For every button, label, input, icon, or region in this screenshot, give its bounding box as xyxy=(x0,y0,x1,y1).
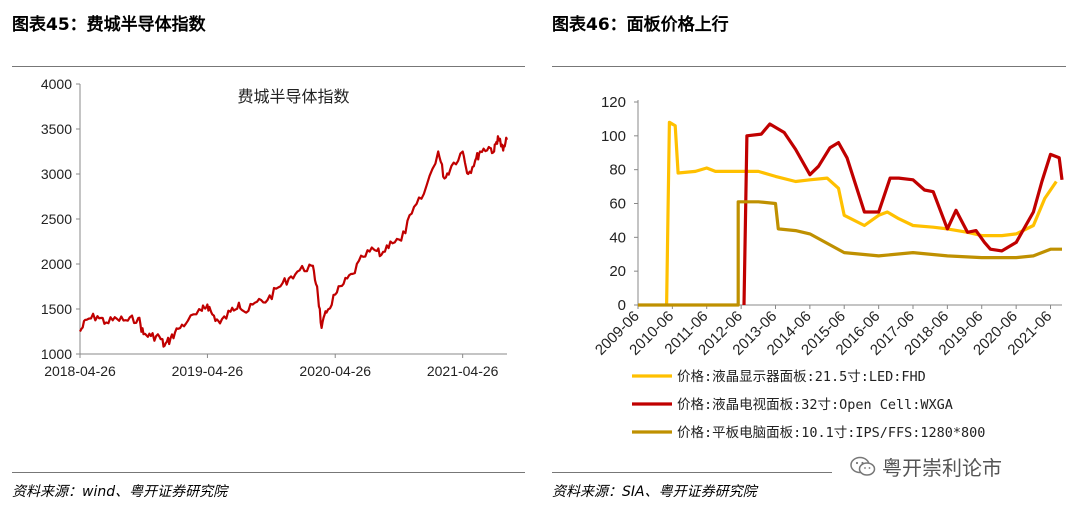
right-bottom-rule xyxy=(552,472,832,473)
right-y-tick-label: 0 xyxy=(618,297,626,314)
left-x-tick-label: 2020-04-26 xyxy=(299,363,371,379)
left-y-tick-label: 2500 xyxy=(41,211,72,227)
legend-label-3: 价格:平板电脑面板:10.1寸:IPS/FFS:1280*800 xyxy=(677,425,985,441)
panel-price-line-1 xyxy=(665,120,1058,306)
legend-label-1: 价格:液晶显示器面板:21.5寸:LED:FHD xyxy=(677,369,926,385)
right-top-rule xyxy=(552,66,1066,67)
left-y-tick-label: 1500 xyxy=(41,301,72,317)
left-chart-title: 费城半导体指数 xyxy=(237,87,349,106)
left-y-tick-label: 2000 xyxy=(41,256,72,272)
left-y-tick-label: 3500 xyxy=(41,121,72,137)
left-x-tick-label: 2018-04-26 xyxy=(44,363,116,379)
left-bottom-rule xyxy=(12,472,525,473)
watermark: 粤开崇利论市 xyxy=(850,452,1002,483)
left-top-rule xyxy=(12,66,525,67)
left-x-tick-label: 2019-04-26 xyxy=(172,363,244,379)
right-y-tick-label: 80 xyxy=(609,162,626,179)
left-y-tick-label: 3000 xyxy=(41,166,72,182)
left-x-tick-label: 2021-04-26 xyxy=(427,363,499,379)
right-y-tick-label: 20 xyxy=(609,263,626,280)
panel-price-line-2 xyxy=(742,122,1064,306)
left-panel-title: 图表45：费城半导体指数 xyxy=(12,15,206,35)
left-y-tick-label: 1000 xyxy=(41,346,72,362)
wechat-icon xyxy=(850,456,876,483)
watermark-text: 粤开崇利论市 xyxy=(882,456,1002,480)
right-panel-title: 图表46：面板价格上行 xyxy=(552,15,729,35)
right-y-tick-label: 40 xyxy=(609,229,626,246)
left-source-note: 资料来源：wind、粤开证券研究院 xyxy=(12,484,228,500)
semiconductor-index-line xyxy=(79,135,509,348)
left-y-tick-label: 4000 xyxy=(41,76,72,92)
right-source-note: 资料来源：SIA、粤开证券研究院 xyxy=(552,484,757,500)
right-y-tick-label: 120 xyxy=(601,94,626,111)
panel-price-line-3 xyxy=(638,200,1062,307)
right-y-tick-label: 60 xyxy=(609,196,626,213)
legend-label-2: 价格:液晶电视面板:32寸:Open Cell:WXGA xyxy=(677,397,953,413)
right-y-tick-label: 100 xyxy=(601,128,626,145)
